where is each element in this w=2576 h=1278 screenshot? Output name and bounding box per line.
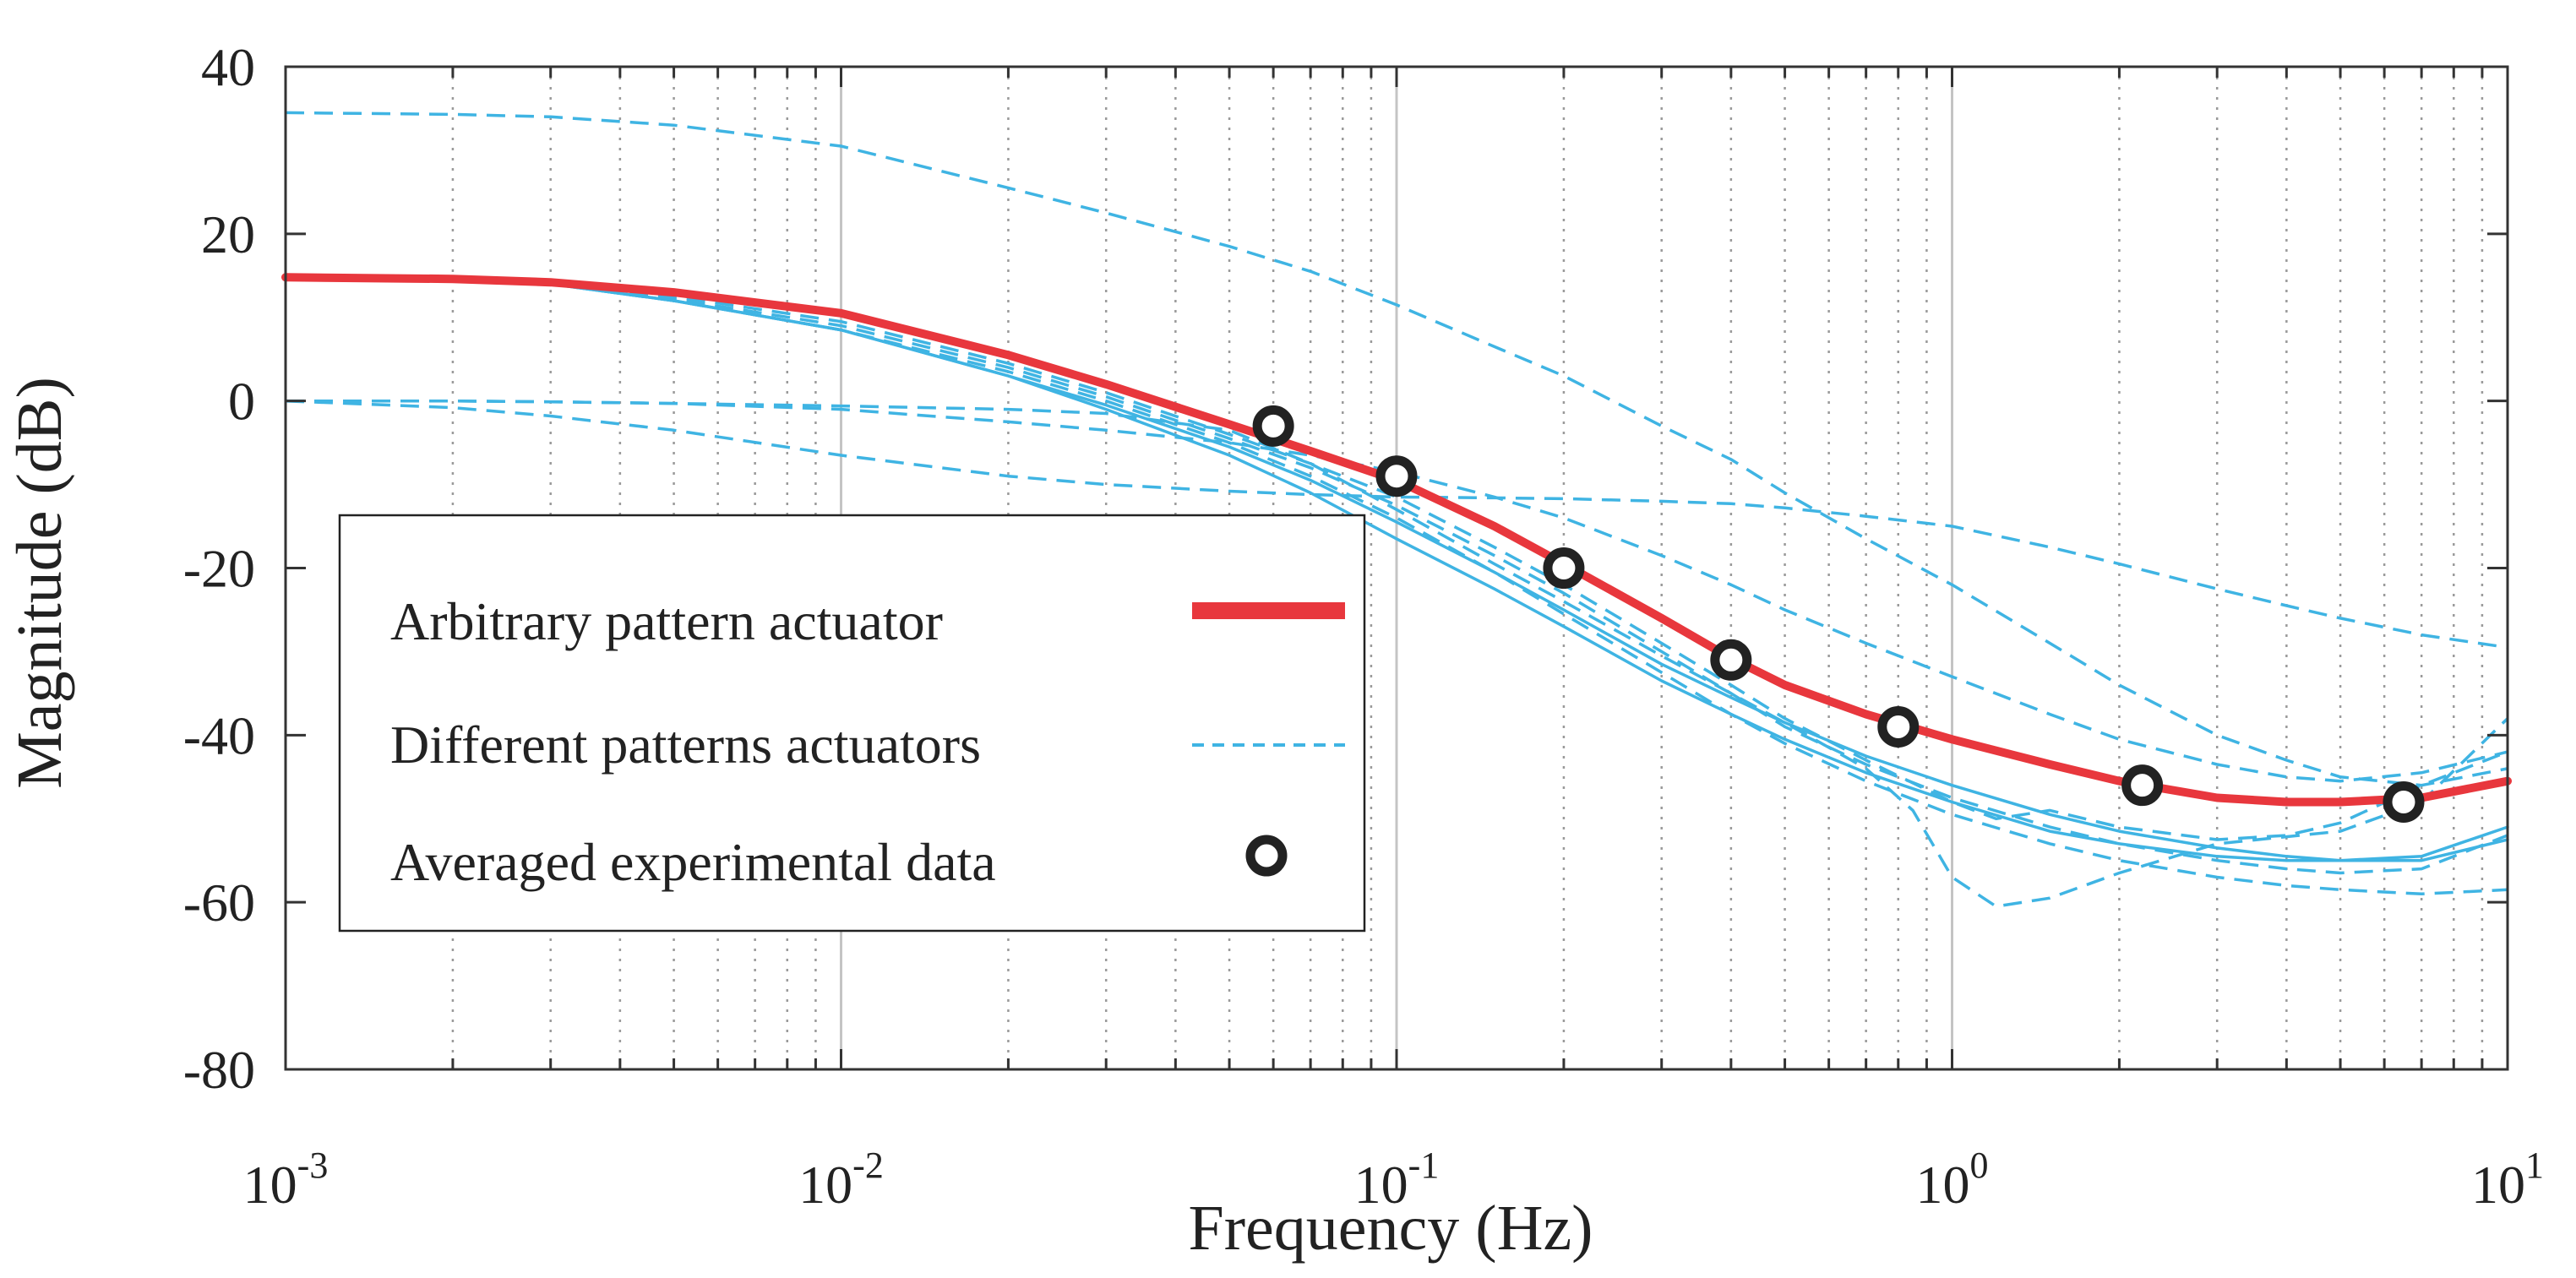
legend-box	[338, 514, 1366, 933]
x-tick-label-text: 100	[1916, 1145, 1989, 1215]
series-line-dashed	[286, 399, 2509, 908]
y-tick-label: -80	[183, 1040, 255, 1100]
series-line-solid	[284, 275, 2509, 862]
series-line-dashed	[286, 399, 2508, 783]
marker-layer	[1252, 405, 2425, 823]
series-line-dashed	[285, 275, 2508, 875]
experimental-data-point	[1252, 405, 1294, 447]
x-tick-exponent: 0	[1970, 1145, 1989, 1186]
legend-label-experimental: Averaged experimental data	[390, 832, 996, 892]
y-tick-label: 0	[228, 372, 255, 432]
experimental-data-point	[1543, 547, 1585, 589]
x-tick-label-text: 10-3	[243, 1145, 329, 1215]
experimental-data-point	[2383, 780, 2425, 823]
series-line-arbitrary	[281, 273, 2512, 807]
y-tick-label: -20	[183, 539, 255, 599]
series-line-dashed	[285, 111, 2508, 787]
legend-label-different: Different patterns actuators	[390, 715, 981, 775]
series-layer	[281, 111, 2512, 908]
x-tick-exponent: -1	[1408, 1145, 1440, 1186]
experimental-data-point	[1710, 639, 1752, 681]
x-tick-label: 100	[1916, 1145, 1989, 1215]
experimental-data-point	[1375, 455, 1418, 498]
y-tick-label: 40	[201, 37, 255, 97]
x-tick-base: 10	[798, 1155, 852, 1215]
x-tick-label: 101	[2471, 1145, 2544, 1215]
legend: Arbitrary pattern actuator Different pat…	[338, 514, 1366, 933]
x-tick-label-text: 10-2	[798, 1145, 884, 1215]
y-tick-label: -40	[183, 705, 255, 765]
legend-label-arbitrary: Arbitrary pattern actuator	[390, 591, 943, 651]
x-tick-label-text: 10-1	[1354, 1145, 1440, 1215]
legend-marker-experimental	[1245, 835, 1288, 877]
x-tick-exponent: -3	[297, 1145, 329, 1186]
x-tick-label: 10-1	[1354, 1145, 1440, 1215]
series-line-dashed	[285, 399, 2508, 650]
y-tick-labels: 40 20 0 -20 -40 -60 -80	[183, 37, 255, 1100]
experimental-data-point	[2121, 764, 2164, 807]
x-tick-label: 10-2	[798, 1145, 884, 1215]
x-tick-label: 10-3	[243, 1145, 329, 1215]
x-tick-label-text: 101	[2471, 1145, 2544, 1215]
x-tick-base: 10	[2471, 1155, 2525, 1215]
experimental-data-point	[1877, 705, 1920, 748]
y-axis-label: Magnitude (dB)	[4, 377, 75, 789]
y-tick-label: -60	[183, 873, 255, 933]
x-tick-exponent: 1	[2525, 1145, 2544, 1186]
x-tick-base: 10	[1916, 1155, 1970, 1215]
x-tick-base: 10	[1354, 1155, 1408, 1215]
x-tick-exponent: -2	[852, 1145, 884, 1186]
x-axis-label: Frequency (Hz)	[1188, 1193, 1593, 1264]
ticks	[284, 65, 2509, 1071]
series-line-dashed	[285, 275, 2508, 841]
x-tick-base: 10	[243, 1155, 297, 1215]
y-tick-label: 20	[201, 204, 255, 264]
x-tick-labels: 10-3 10-2 10-1 100 101	[243, 1145, 2544, 1215]
